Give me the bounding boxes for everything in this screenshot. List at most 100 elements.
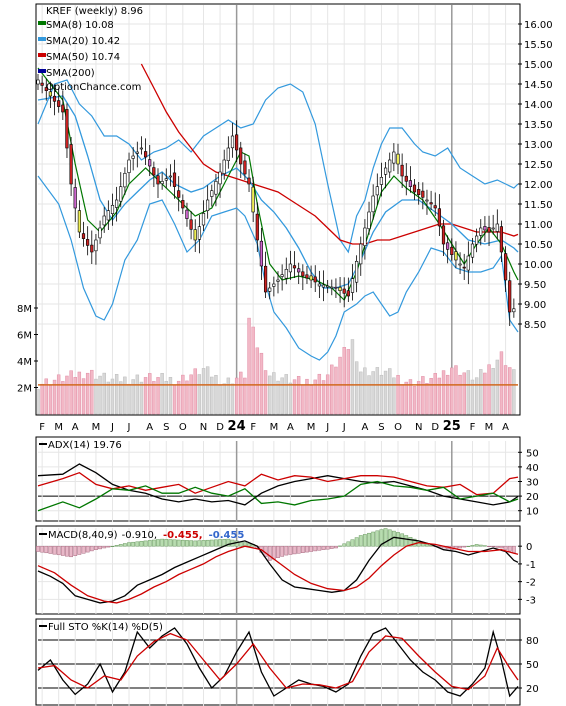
macd-histogram-bar bbox=[379, 529, 384, 547]
volume-bar bbox=[222, 383, 226, 415]
macd-histogram-bar bbox=[60, 545, 65, 556]
x-axis-label: F bbox=[250, 422, 256, 433]
legend-swatch-adx bbox=[39, 443, 47, 445]
candle-body bbox=[338, 286, 342, 291]
volume-bar bbox=[272, 372, 276, 415]
candle-body bbox=[466, 255, 470, 271]
candle-body bbox=[127, 159, 131, 173]
indicator-tick-label: -3 bbox=[526, 595, 536, 606]
candle-body bbox=[462, 266, 466, 269]
candle-body bbox=[44, 87, 48, 92]
x-axis-label: A bbox=[502, 422, 509, 433]
macd-histogram-bar bbox=[214, 539, 218, 547]
macd-histogram-bar bbox=[284, 545, 289, 556]
macd-histogram-bar bbox=[280, 545, 285, 557]
candle-body bbox=[495, 223, 499, 232]
macd-histogram-bar bbox=[176, 539, 181, 547]
price-tick-label: 15.50 bbox=[524, 40, 553, 51]
candle-body bbox=[491, 227, 495, 230]
x-axis-label: N bbox=[200, 422, 207, 433]
volume-bar bbox=[379, 374, 384, 415]
candle-body bbox=[40, 82, 44, 86]
candle-body bbox=[425, 199, 429, 202]
adx-title: ADX(14) 19.76 bbox=[48, 440, 122, 451]
volume-bar bbox=[309, 385, 313, 415]
candle-body bbox=[61, 104, 65, 113]
price-tick-label: 11.00 bbox=[524, 220, 553, 231]
volume-bar bbox=[239, 371, 243, 415]
indicator-tick-label: 20 bbox=[526, 684, 539, 695]
candle-body bbox=[334, 286, 338, 289]
macd-histogram-bar bbox=[151, 539, 156, 547]
volume-bar bbox=[363, 367, 367, 415]
candle-body bbox=[131, 155, 135, 159]
candle-body bbox=[503, 253, 508, 281]
candle-body bbox=[342, 288, 346, 294]
x-axis-label: S bbox=[378, 422, 384, 433]
bollinger-lower-line bbox=[37, 175, 519, 361]
x-axis-label: F bbox=[470, 422, 476, 433]
candle-body bbox=[330, 286, 334, 289]
candle-body bbox=[297, 268, 301, 273]
indicator-tick-label: 20 bbox=[526, 492, 539, 503]
macd-histogram-bar bbox=[156, 539, 160, 547]
x-axis-label: 24 bbox=[228, 419, 246, 434]
macd-histogram-bar bbox=[98, 545, 102, 550]
macd-histogram-bar bbox=[81, 545, 86, 554]
macd-histogram-bar bbox=[296, 545, 301, 554]
volume-bar bbox=[119, 381, 123, 415]
macd-histogram-bar bbox=[383, 528, 388, 547]
stoch-panel: 80 50 20 Full STO %K(14) %D(5) bbox=[35, 618, 539, 706]
volume-bar bbox=[421, 376, 425, 415]
macd-histogram-bar bbox=[458, 545, 462, 549]
candle-body bbox=[371, 195, 375, 213]
macd-histogram-bar bbox=[110, 545, 115, 547]
macd-title-label: MACD(8,40,9) bbox=[48, 530, 118, 541]
candle-body bbox=[417, 189, 421, 195]
macd-histogram-bar bbox=[507, 545, 512, 552]
candle-body bbox=[474, 235, 479, 245]
candle-body bbox=[450, 246, 454, 255]
macd-histogram-bar bbox=[102, 545, 107, 549]
volume-bar bbox=[491, 368, 495, 415]
price-tick-label: 12.00 bbox=[524, 180, 553, 191]
macd-signal-value: -0.455, bbox=[163, 530, 203, 541]
price-candles bbox=[36, 74, 516, 326]
x-axis-label: J bbox=[110, 422, 114, 433]
candle-body bbox=[483, 226, 487, 231]
macd-histogram-bar bbox=[131, 541, 136, 547]
volume-bar bbox=[412, 386, 417, 415]
indicator-series-line bbox=[37, 480, 519, 512]
macd-histogram-bar bbox=[106, 545, 111, 548]
price-tick-label: 9.50 bbox=[524, 280, 546, 291]
macd-histogram-bar bbox=[511, 545, 516, 553]
volume-bar bbox=[429, 378, 433, 415]
volume-bar bbox=[437, 377, 442, 415]
volume-bar bbox=[508, 367, 512, 415]
macd-lines bbox=[37, 536, 519, 604]
volume-bar bbox=[330, 364, 334, 415]
macd-histogram-bar bbox=[193, 540, 198, 547]
macd-histogram-bar bbox=[408, 537, 413, 547]
volume-bar bbox=[445, 374, 450, 415]
legend-swatch-stoch bbox=[39, 625, 47, 627]
x-axis-label: M bbox=[54, 422, 63, 433]
price-tick-label: 13.50 bbox=[524, 120, 553, 131]
volume-bar bbox=[65, 375, 69, 415]
macd-histogram-bar bbox=[77, 545, 82, 555]
candle-body bbox=[396, 153, 400, 165]
candle-body bbox=[313, 276, 317, 283]
macd-hist-value: -0.455 bbox=[209, 530, 245, 541]
volume-bar bbox=[85, 372, 90, 415]
macd-histogram-bar bbox=[36, 545, 40, 552]
volume-bar bbox=[375, 367, 380, 415]
macd-histogram-bar bbox=[127, 542, 131, 547]
macd-histogram-bar bbox=[234, 540, 239, 547]
candle-body bbox=[499, 226, 504, 253]
macd-histogram-bar bbox=[425, 544, 429, 547]
candle-body bbox=[309, 275, 313, 281]
price-tick-label: 13.00 bbox=[524, 140, 553, 151]
candle-body bbox=[226, 147, 230, 161]
price-axis: 16.00 15.50 15.00 14.50 14.00 13.50 13.00 12.50… bbox=[518, 20, 553, 331]
macd-histogram-bar bbox=[73, 545, 78, 556]
